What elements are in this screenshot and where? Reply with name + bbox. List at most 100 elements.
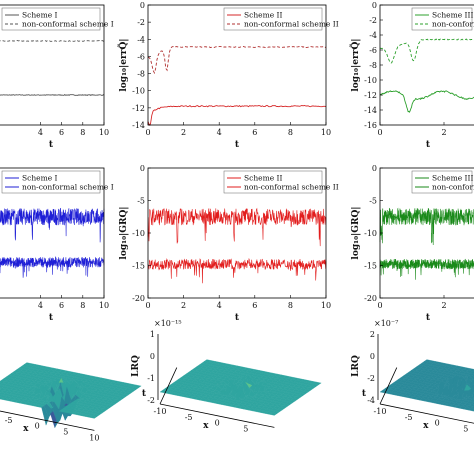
xtick-label-r3c2-5: 5 [243, 425, 248, 434]
series-r1c3-0 [379, 90, 474, 113]
ytick-label-r1c3--14: -14 [364, 106, 377, 115]
xlabel-r3c1: x [23, 424, 29, 434]
t-axis-r3c3 [379, 367, 398, 405]
xlabel-r3c2: x [203, 421, 209, 431]
ytick-label-r2c3--5: -5 [369, 197, 377, 206]
panel-r1c3: 0 2 0 -2 -4 -6 -8 -10 -12 -14 -16 t log₁₀|errQ̃| Sche… [349, 1, 474, 150]
xtick-label-r2c1-10: 10 [99, 301, 109, 310]
legend-label-r2c1-1: non-conformal scheme I [22, 183, 114, 192]
xtick-label-r1c1-6: 6 [59, 128, 64, 137]
ytick-label-r1c3--12: -12 [364, 91, 377, 100]
ytick-label-r1c3--16: -16 [364, 121, 377, 130]
xlabel-r1c1: t [49, 140, 54, 150]
ytick-label-r1c2--4: -4 [137, 35, 145, 44]
multiplier-r3c2: ×10⁻¹⁵ [154, 319, 182, 328]
series-r2c3-1 [379, 258, 474, 280]
xtick-label-r3c3-5: 5 [463, 425, 468, 434]
xlabel-r2c2: t [235, 313, 240, 323]
x-axis-r3c1 [0, 410, 95, 431]
xtick-label-r1c2-4: 4 [217, 128, 222, 137]
legend-box-r2c2 [223, 170, 323, 194]
x-axis-r3c3 [379, 403, 474, 424]
xtick-label-r3c3--5: -5 [405, 413, 413, 422]
series-r2c2-0 [147, 207, 327, 247]
series-r1c1-0 [0, 94, 105, 97]
xlabel-r1c2: t [235, 140, 240, 150]
tlabel-r3c2: t [142, 389, 147, 399]
ytick-label-r1c2--12: -12 [132, 104, 145, 113]
ytick-label-r2c2--10: -10 [132, 229, 145, 238]
legend-label-r2c2-0: Scheme II [244, 174, 283, 183]
xtick-label-r2c2-6: 6 [252, 301, 257, 310]
legend-box-r1c1 [1, 7, 101, 31]
xtick-label-r3c2--5: -5 [185, 413, 193, 422]
xtick-label-r1c3-0: 0 [377, 128, 382, 137]
ylabel-r1c3: log₁₀|errQ̃| [349, 38, 361, 91]
legend-label-r1c2-0: Scheme II [244, 11, 283, 20]
xlabel-r2c1: t [49, 313, 54, 323]
series-r2c3-0 [379, 207, 474, 246]
legend-label-r2c1-0: Scheme I [22, 174, 58, 183]
ytick-label-r1c3--10: -10 [364, 76, 377, 85]
xtick-label-r1c3-2: 2 [441, 128, 446, 137]
xtick-label-r1c2-8: 8 [288, 128, 293, 137]
surface-cell [471, 385, 474, 394]
ytick-label-r2c3--10: -10 [364, 229, 377, 238]
xtick-label-r3c3--10: -10 [374, 407, 387, 416]
ztick-label-r3c3-2: 2 [370, 330, 375, 339]
multiplier-r3c3: ×10⁻⁷ [374, 319, 398, 328]
xtick-label-r1c2-10: 10 [321, 128, 331, 137]
xtick-label-r3c2-0: 0 [215, 419, 220, 428]
xtick-label-r2c3-0: 0 [377, 301, 382, 310]
axes-box-r1c2 [147, 4, 327, 126]
zlabel-r3c2: LRQ [131, 355, 141, 377]
axes-box-r2c1 [0, 167, 105, 299]
xlabel-r1c3: t [426, 140, 431, 150]
ytick-label-r1c3-0: 0 [372, 1, 377, 10]
surface-cell [89, 415, 98, 419]
ytick-label-r1c2--8: -8 [137, 70, 145, 79]
xtick-label-r2c2-10: 10 [321, 301, 331, 310]
xtick-label-r2c2-2: 2 [181, 301, 186, 310]
series-r1c2-0 [147, 105, 327, 126]
ytick-label-r1c2--10: -10 [132, 87, 145, 96]
legend-label-r1c3-0: Scheme III [432, 11, 473, 20]
ztick-label-r3c2-1: 1 [150, 330, 155, 339]
xtick-label-r2c2-0: 0 [145, 301, 150, 310]
xtick-label-r2c3-2: 2 [441, 301, 446, 310]
ylabel-r1c2: log₁₀|errQ̃| [117, 38, 129, 91]
ylabel-r2c2: log₁₀|GRQ| [119, 206, 129, 259]
surface-cell [467, 408, 474, 412]
legend-label-r2c3-0: Scheme III [432, 174, 473, 183]
zlabel-r3c3: LRQ [351, 355, 361, 377]
xtick-label-r1c2-6: 6 [252, 128, 257, 137]
series-r1c1-1 [0, 40, 105, 42]
ytick-label-r1c2--6: -6 [137, 52, 145, 61]
panel-r1c2: 0 2 4 6 8 10 0 -2 -4 -6 -8 -10 -12 -14 t log₁₀|errQ̃| Sc… [117, 1, 338, 150]
xtick-label-r3c1-5: 5 [63, 428, 68, 437]
panel-r2c3: 0 2 0 -5 -10 -15 -20 t log₁₀|GRQ| Scheme IIInon-c… [351, 164, 474, 323]
legend-label-r2c2-1: non-conformal scheme II [244, 183, 339, 192]
x-axis-r3c2 [159, 403, 275, 428]
legend-box-r1c2 [223, 7, 323, 31]
ytick-label-r2c2--20: -20 [132, 294, 145, 303]
xlabel-r3c3: x [423, 421, 429, 431]
ytick-label-r2c2-0: 0 [140, 164, 145, 173]
xtick-label-r2c1-6: 6 [59, 301, 64, 310]
t-axis-r3c2 [159, 367, 178, 405]
ztick-label-r3c3-0: 0 [370, 352, 375, 361]
ytick-label-r2c3-0: 0 [372, 164, 377, 173]
series-r2c2-1 [147, 257, 327, 284]
series-r1c2-1 [147, 45, 327, 75]
xtick-label-r3c2--10: -10 [154, 407, 167, 416]
series-r1c3-1 [379, 38, 474, 64]
ytick-label-r1c2-0: 0 [140, 1, 145, 10]
ztick-label-r3c2--2: -2 [147, 396, 155, 405]
